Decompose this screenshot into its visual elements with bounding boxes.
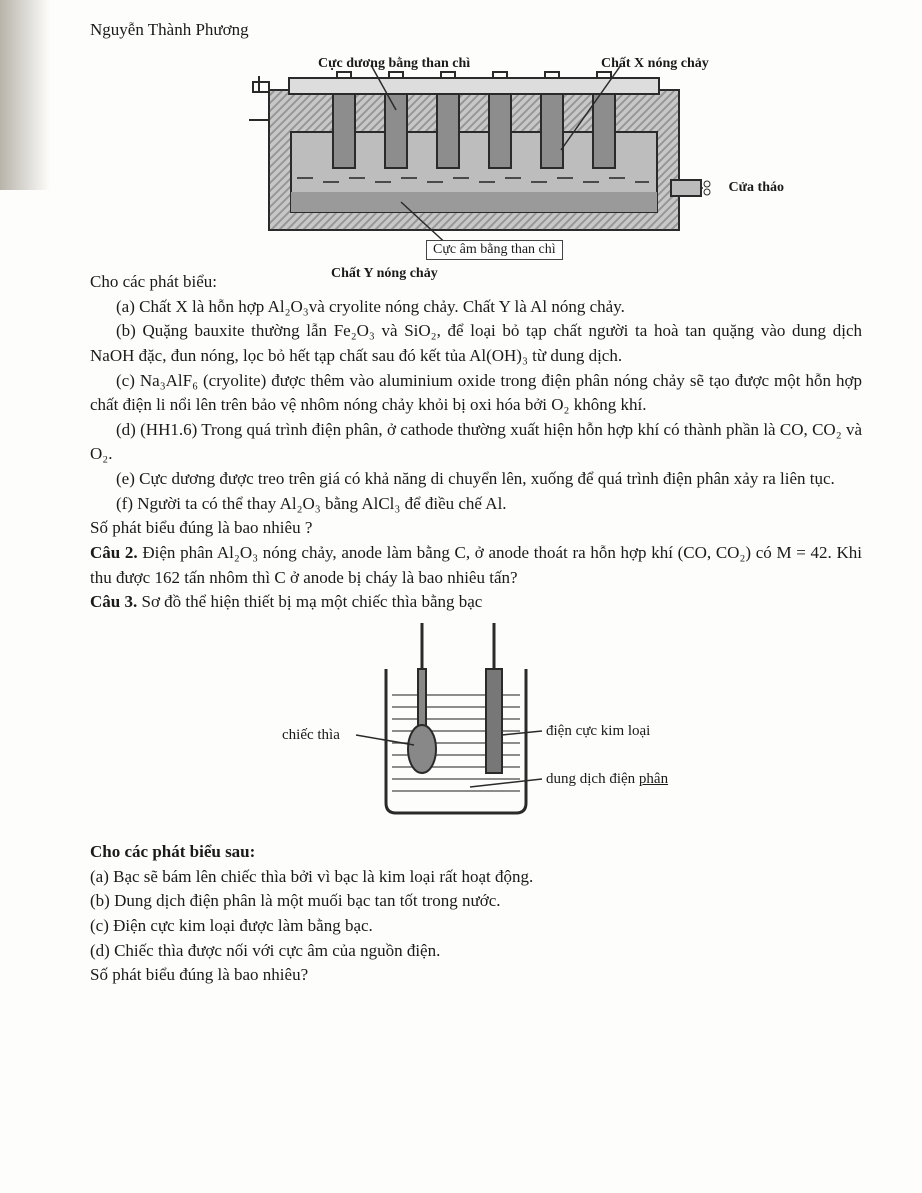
content-body-2: Cho các phát biểu sau: (a) Bạc sẽ bám lê…: [90, 840, 862, 988]
statement2-b: (b) Dung dịch điện phân là một muối bạc …: [90, 889, 862, 914]
section2-title: Cho các phát biểu sau:: [90, 840, 862, 865]
question-2: Câu 2. Điện phân Al₂O₃ nóng chảy, anode …: [90, 541, 862, 590]
statement-b: (b) Quặng bauxite thường lẫn Fe₂O₃ và Si…: [90, 319, 862, 368]
question-count-1: Số phát biểu đúng là bao nhiêu ?: [90, 516, 862, 541]
diagram-electroplating: chiếc thìa điện cực kim loại dung dịch đ…: [246, 623, 706, 828]
label-molten-x: Chất X nóng chảy: [601, 56, 709, 72]
label-metal-electrode: điện cực kim loại: [546, 723, 650, 740]
cau3-text: Sơ đồ thể hiện thiết bị mạ một chiếc thì…: [137, 592, 482, 611]
content-body: Cho các phát biểu: (a) Chất X là hỗn hợp…: [90, 270, 862, 615]
statement2-a: (a) Bạc sẽ bám lên chiếc thìa bởi vì bạc…: [90, 865, 862, 890]
document-page: Nguyễn Thành Phương Cực dương bằng than …: [0, 0, 922, 1193]
statement-c: (c) Na₃AlF₆ (cryolite) được thêm vào alu…: [90, 369, 862, 418]
label-spoon: chiếc thìa: [282, 727, 340, 744]
cau3-label: Câu 3.: [90, 592, 137, 611]
label-discharge-door: Cửa tháo: [729, 180, 784, 196]
author-name: Nguyễn Thành Phương: [90, 20, 862, 40]
label-molten-y: Chất Y nóng chảy: [331, 266, 438, 282]
cau2-label: Câu 2.: [90, 543, 138, 562]
page-edge-shadow: [0, 0, 50, 190]
cau2-text: Điện phân Al₂O₃ nóng chảy, anode làm bằn…: [90, 543, 862, 587]
diagram-electrolysis-cell: Cực dương bằng than chì Chất X nóng chảy…: [206, 60, 746, 260]
statement2-c: (c) Điện cực kim loại được làm bằng bạc.: [90, 914, 862, 939]
statement-e: (e) Cực dương được treo trên giá có khả …: [90, 467, 862, 492]
statement-d: (d) (HH1.6) Trong quá trình điện phân, ở…: [90, 418, 862, 467]
statement-a: (a) Chất X là hỗn hợp Al₂O₃và cryolite n…: [90, 295, 862, 320]
label-anode: Cực dương bằng than chì: [318, 56, 470, 72]
electrolysis-cell-svg: [241, 60, 711, 260]
intro-line: Cho các phát biểu:: [90, 270, 862, 295]
label-electrolyte-solution: dung dịch điện phân: [546, 771, 668, 788]
question-3: Câu 3. Sơ đồ thể hiện thiết bị mạ một ch…: [90, 590, 862, 615]
question-count-2: Số phát biểu đúng là bao nhiêu?: [90, 963, 862, 988]
statement2-d: (d) Chiếc thìa được nối với cực âm của n…: [90, 939, 862, 964]
statement-f: (f) Người ta có thể thay Al₂O₃ bằng AlCl…: [90, 492, 862, 517]
label-cathode: Cực âm bằng than chì: [426, 240, 563, 260]
